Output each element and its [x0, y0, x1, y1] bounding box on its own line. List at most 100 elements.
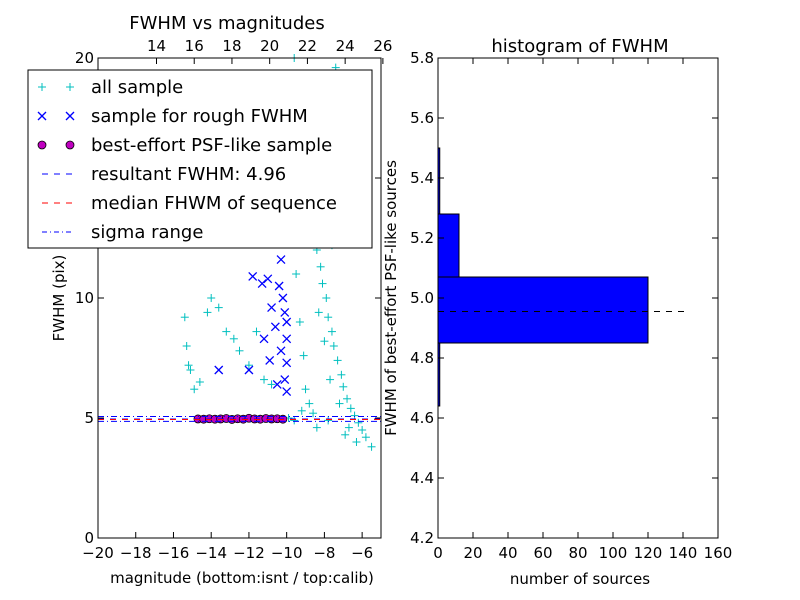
legend-marker — [38, 83, 46, 91]
scatter-point — [207, 294, 216, 302]
y-tick-label: 5 — [84, 409, 94, 427]
top-x-tick-label: 22 — [298, 37, 317, 55]
scatter-point — [267, 380, 276, 389]
scatter-point — [314, 308, 323, 317]
scatter-point — [358, 426, 367, 434]
scatter-point — [260, 375, 269, 384]
scatter-y-axis-label: FWHM (pix) — [50, 255, 68, 342]
scatter-point — [186, 366, 195, 374]
scatter-point — [190, 385, 199, 394]
top-x-tick-label: 16 — [185, 37, 204, 55]
x-tick-label: 40 — [498, 544, 517, 562]
scatter-point — [337, 370, 346, 379]
scatter-point — [267, 303, 277, 313]
legend-box — [27, 69, 373, 249]
scatter-point — [309, 409, 318, 418]
legend-label: all sample — [91, 77, 183, 98]
histogram-bar — [437, 213, 460, 278]
scatter-point — [214, 303, 223, 312]
scatter-point — [367, 442, 376, 451]
scatter-point — [295, 318, 304, 326]
scatter-point — [329, 342, 338, 350]
top-x-tick-label: 14 — [147, 37, 166, 55]
scatter-point — [290, 416, 299, 425]
legend-label: sigma range — [91, 222, 203, 243]
scatter-point — [276, 255, 286, 265]
legend-entry: all sample — [38, 77, 183, 98]
x-tick-label: −20 — [82, 544, 114, 562]
scatter-point — [343, 394, 352, 403]
legend-label: resultant FWHM: 4.96 — [91, 164, 286, 185]
x-tick-label: 140 — [669, 544, 698, 562]
scatter-point — [222, 327, 231, 336]
y-tick-label: 5.8 — [410, 49, 434, 67]
y-tick-label: 5.0 — [410, 289, 434, 307]
scatter-point — [282, 317, 292, 327]
scatter-point — [276, 346, 286, 356]
top-x-tick-label: 26 — [373, 37, 392, 55]
scatter-point — [324, 416, 333, 425]
histogram-data — [437, 147, 689, 407]
legend-label: best-effort PSF-like sample — [91, 135, 332, 156]
scatter-point — [195, 378, 204, 386]
scatter-point — [301, 385, 310, 394]
scatter-point — [292, 270, 301, 278]
y-tick-label: 10 — [75, 289, 94, 307]
legend-marker — [37, 140, 47, 150]
scatter-point — [263, 274, 273, 284]
scatter-point — [203, 308, 212, 317]
legend-marker — [37, 111, 47, 121]
y-tick-label: 5.6 — [410, 109, 434, 127]
x-tick-label: 80 — [568, 544, 587, 562]
histogram-x-axis-label: number of sources — [510, 570, 650, 588]
y-tick-label: 4.6 — [410, 409, 434, 427]
legend-entry: sample for rough FWHM — [37, 106, 308, 127]
histogram-panel: 0 20 40 60 80 100 120 140 160 4.2 4.4 4.6 4.8 5.0 5.2 5… — [382, 36, 732, 588]
scatter-point — [324, 313, 333, 322]
scatter-point — [350, 411, 359, 420]
x-tick-label: −12 — [233, 544, 265, 562]
scatter-point — [312, 423, 321, 432]
scatter-point — [278, 293, 288, 303]
x-tick-label: 0 — [433, 544, 443, 562]
legend-entry: best-effort PSF-like sample — [37, 135, 332, 156]
scatter-reference-lines — [98, 416, 381, 422]
scatter-point — [252, 327, 261, 336]
scatter-point — [272, 379, 282, 389]
scatter-point — [248, 271, 258, 281]
x-tick-label: 160 — [704, 544, 733, 562]
scatter-point — [305, 399, 314, 408]
scatter-point — [327, 327, 336, 336]
series-1 — [214, 233, 292, 397]
scatter-point — [180, 313, 189, 322]
scatter-legend: all sample sample for rough FWHM best-effo… — [27, 69, 373, 249]
legend-marker — [66, 83, 74, 91]
legend-entry: sigma range — [42, 222, 203, 243]
scatter-point — [244, 361, 253, 370]
scatter-ticks: −20 −18 −16 −14 −12 −10 −8 −6 14 16 18 20 22 24 26 0 5 10… — [75, 37, 393, 562]
scatter-point — [270, 322, 280, 332]
scatter-point — [316, 262, 325, 271]
scatter-point — [265, 355, 275, 365]
scatter-point — [326, 375, 335, 384]
scatter-point — [214, 365, 224, 375]
legend-label: sample for rough FWHM — [91, 106, 308, 127]
histogram-title: histogram of FWHM — [491, 36, 668, 57]
legend-label: median FHWM of sequence — [91, 193, 337, 214]
x-tick-label: −10 — [271, 544, 303, 562]
scatter-point — [339, 382, 348, 391]
histogram-y-axis-label: FWHM of best-effort PSF-like sources — [382, 160, 400, 436]
x-tick-label: 100 — [599, 544, 628, 562]
scatter-point — [235, 346, 244, 355]
y-tick-label: 20 — [75, 49, 94, 67]
scatter-point — [274, 281, 284, 291]
scatter-x-axis-label: magnitude (bottom:isnt / top:calib) — [110, 569, 374, 587]
scatter-point — [259, 334, 269, 344]
scatter-point — [280, 375, 290, 385]
x-tick-label: 60 — [533, 544, 552, 562]
histogram-ticks: 0 20 40 60 80 100 120 140 160 4.2 4.4 4.6 4.8 5.0 5.2 5… — [410, 49, 732, 562]
scatter-point — [346, 404, 355, 413]
scatter-point — [297, 406, 306, 415]
y-tick-label: 5.4 — [410, 169, 434, 187]
